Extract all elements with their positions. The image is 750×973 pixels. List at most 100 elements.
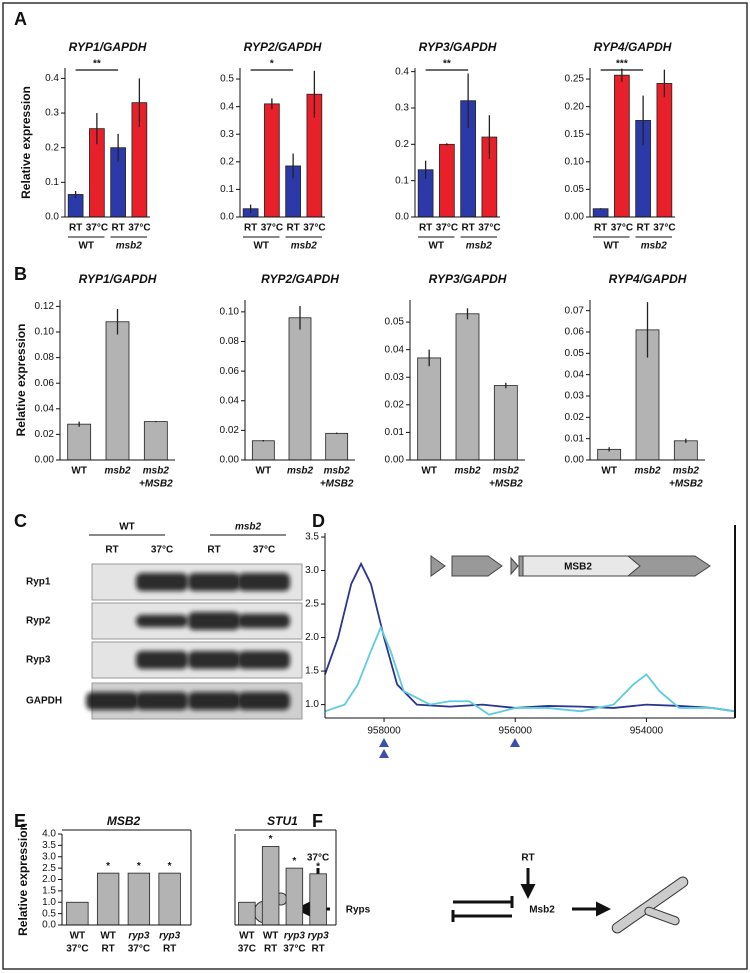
bar [288,317,312,461]
group-label: WT [603,241,619,252]
y-tick-label: 0.00 [35,455,55,466]
pathway-node: Msb2 [529,905,555,916]
y-tick-label: 0.3 [395,103,409,114]
blot-band [238,692,290,710]
y-tick-label: 0.05 [385,317,405,328]
bar [238,901,256,926]
y-tick-label: 0.0 [42,920,56,931]
y-tick-label: 0.15 [565,129,585,140]
bar [439,143,455,218]
blot-band [136,692,188,710]
x-tick-label: ryp3 [128,931,150,942]
y-tick-label: 0.04 [220,395,240,406]
y-tick-label: 0.3 [45,108,59,119]
y-tick-label: 0.03 [385,372,405,383]
y-tick-label: 0.08 [220,336,240,347]
y-tick-label: 0.10 [565,156,585,167]
significance: * [292,856,296,867]
y-tick-label: 0.02 [385,399,405,410]
x-tick-label: RT [419,223,432,234]
group-label: msb2 [291,241,318,252]
x-tick-label: msb2 [493,466,520,477]
blot-lane: 37°C [253,545,275,556]
chart-title: RYP3/GAPDH [419,40,497,54]
x-tick-label: 37°C [611,223,633,234]
chart-title: RYP3/GAPDH [429,272,507,286]
y-tick-label: 0.04 [35,403,55,414]
bar [455,313,480,461]
blot-row-label: Ryp1 [26,577,51,588]
panel-label: A [14,9,27,29]
y-tick-label: 1.5 [42,886,56,897]
gene-arrow [430,555,446,577]
x-tick-label: 37°C [653,223,675,234]
position-marker [379,738,389,747]
y-tick-label: 0.00 [565,212,585,223]
blot-band [86,692,138,710]
chart-title: RYP2/GAPDH [244,40,322,54]
x-tick-label: 958000 [367,726,401,737]
y-tick-label: 0.25 [565,74,585,85]
y-tick-label: 0.01 [385,427,405,438]
y-tick-label: 0.1 [395,175,409,186]
significance: * [168,861,172,872]
significance: ** [443,59,451,70]
blot-lane: RT [105,545,118,556]
bar [325,432,349,461]
bar [592,208,609,218]
blot-band [188,573,240,591]
bar [143,421,168,461]
position-marker [379,749,389,758]
blot-band [188,612,240,630]
bar [493,385,518,461]
y-tick-label: 0.3 [220,129,234,140]
bar [251,440,275,461]
chart-title: RYP1/GAPDH [69,40,147,54]
y-tick-label: 0.20 [565,101,585,112]
group-label: msb2 [641,241,668,252]
blot-group: msb2 [235,522,262,533]
y-tick-label: 0.00 [385,455,405,466]
y-tick-label: 0.02 [35,429,55,440]
y-tick-label: 0.02 [565,412,585,423]
y-tick-label: 1.5 [305,666,319,677]
panel-label: E [14,811,26,831]
panel-label: F [312,811,323,831]
group-label: msb2 [116,241,143,252]
group-label: WT [253,241,269,252]
bar [261,846,280,926]
x-tick-label: 37°C [478,223,500,234]
x-tick-label: RT [111,223,124,234]
panel-label: D [312,511,325,531]
blot-band [188,692,240,710]
y-tick-label: 4.0 [42,829,56,840]
y-tick-label: 0.5 [42,908,56,919]
y-tick-label: 0.07 [565,305,585,316]
x-tick-label: WT [263,931,279,942]
x-tick-label: 37°C [283,944,305,955]
x-tick-label: RT [69,223,82,234]
x-tick-label: WT [256,466,272,477]
blot-band [238,651,290,669]
chart-title: RYP2/GAPDH [261,272,339,286]
bar [158,872,181,926]
y-tick-label: 0.05 [565,348,585,359]
y-tick-label: 0.4 [45,73,59,84]
y-tick-label: 0.00 [220,455,240,466]
x-tick-label: 37°C [66,944,88,955]
blot-band [136,614,188,628]
y-tick-label: 0.08 [35,352,55,363]
x-tick-label: 37°C [128,223,150,234]
x-tick-label: RT [244,223,257,234]
y-tick-label: 3.5 [42,840,56,851]
significance: *** [616,59,628,70]
y-tick-label: 0.0 [220,212,234,223]
blot-band [136,651,188,669]
pathway-node: Ryps [346,905,371,916]
y-axis-label: Relative expression [19,86,33,199]
x-tick-label: 954000 [630,726,664,737]
y-tick-label: 3.0 [42,851,56,862]
significance: * [137,861,141,872]
bar [66,901,89,926]
